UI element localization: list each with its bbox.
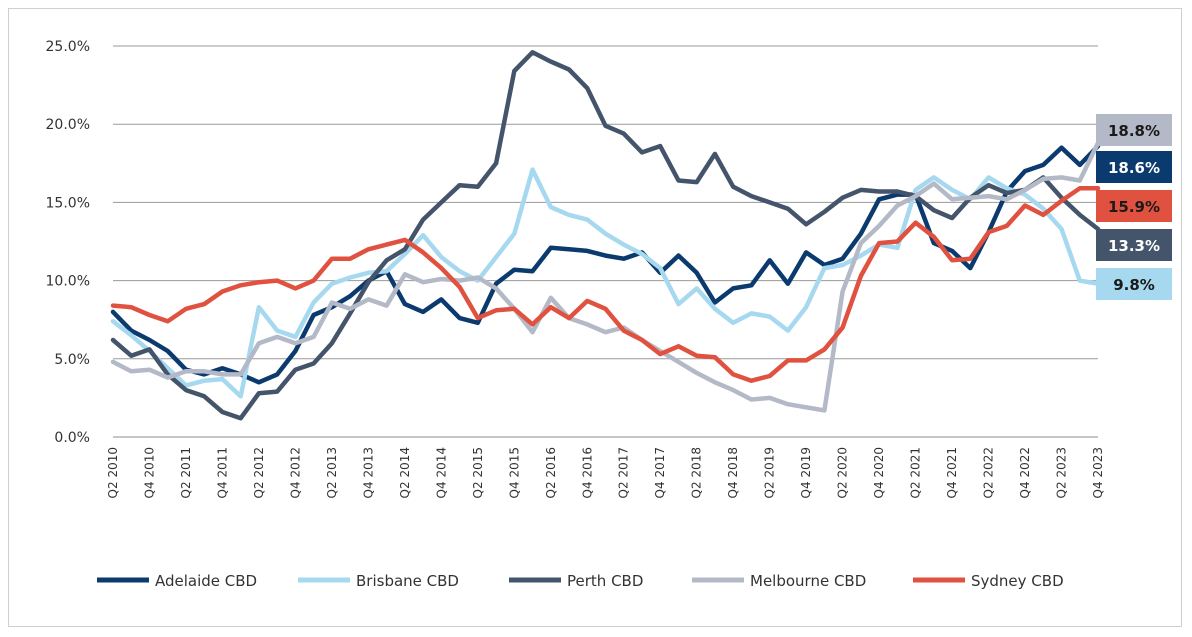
end-label-box xyxy=(1096,268,1172,300)
x-tick-label: Q2 2016 xyxy=(544,447,558,498)
y-tick-label: 5.0% xyxy=(54,352,90,368)
series-line-sydney-cbd xyxy=(110,186,1101,383)
x-tick-label: Q4 2021 xyxy=(945,447,959,498)
x-tick-label: Q2 2019 xyxy=(763,447,777,498)
legend-label: Sydney CBD xyxy=(971,572,1064,590)
y-tick-label: 25.0% xyxy=(46,39,90,55)
x-tick-label: Q4 2010 xyxy=(142,447,156,498)
x-tick-label: Q4 2020 xyxy=(872,447,886,498)
x-tick-label: Q4 2016 xyxy=(580,447,594,498)
legend-label: Perth CBD xyxy=(567,572,643,590)
x-tick-label: Q2 2018 xyxy=(690,447,704,498)
chart-frame xyxy=(8,8,1182,627)
x-tick-label: Q2 2015 xyxy=(471,447,485,498)
end-label-box xyxy=(1096,229,1172,261)
end-label-box xyxy=(1096,151,1172,183)
end-label: 18.8% xyxy=(1108,122,1160,140)
x-tick-label: Q4 2022 xyxy=(1018,447,1032,498)
end-label: 13.3% xyxy=(1108,237,1160,255)
x-tick-label: Q2 2013 xyxy=(325,447,339,498)
x-tick-label: Q2 2021 xyxy=(909,447,923,498)
series-line-melbourne-cbd xyxy=(110,140,1101,413)
legend-label: Brisbane CBD xyxy=(356,572,459,590)
series-line-adelaide-cbd xyxy=(110,143,1101,385)
x-tick-label: Q2 2014 xyxy=(398,447,412,498)
x-tick-label: Q2 2020 xyxy=(836,447,850,498)
end-label-box xyxy=(1096,114,1172,146)
y-tick-label: 0.0% xyxy=(54,430,90,446)
x-tick-label: Q2 2017 xyxy=(617,447,631,498)
series-line-brisbane-cbd xyxy=(110,167,1101,399)
x-tick-label: Q4 2013 xyxy=(361,447,375,498)
y-tick-label: 15.0% xyxy=(46,195,90,211)
x-tick-label: Q4 2018 xyxy=(726,447,740,498)
series-line-perth-cbd xyxy=(110,50,1101,421)
end-label: 9.8% xyxy=(1113,276,1155,294)
x-tick-label: Q4 2019 xyxy=(799,447,813,498)
x-tick-label: Q2 2010 xyxy=(106,447,120,498)
x-tick-label: Q4 2012 xyxy=(288,447,302,498)
x-tick-label: Q4 2015 xyxy=(507,447,521,498)
end-label: 15.9% xyxy=(1108,198,1160,216)
y-tick-label: 10.0% xyxy=(46,274,90,290)
x-tick-label: Q2 2011 xyxy=(179,447,193,498)
end-label: 18.6% xyxy=(1108,159,1160,177)
x-tick-label: Q4 2017 xyxy=(653,447,667,498)
end-label-box xyxy=(1096,190,1172,222)
x-tick-label: Q4 2014 xyxy=(434,447,448,498)
x-tick-label: Q2 2023 xyxy=(1055,447,1069,498)
x-tick-label: Q4 2011 xyxy=(215,447,229,498)
legend-label: Adelaide CBD xyxy=(155,572,257,590)
y-tick-label: 20.0% xyxy=(46,117,90,133)
x-tick-label: Q4 2023 xyxy=(1091,447,1105,498)
x-tick-label: Q2 2022 xyxy=(982,447,996,498)
x-tick-label: Q2 2012 xyxy=(252,447,266,498)
legend-label: Melbourne CBD xyxy=(750,572,866,590)
